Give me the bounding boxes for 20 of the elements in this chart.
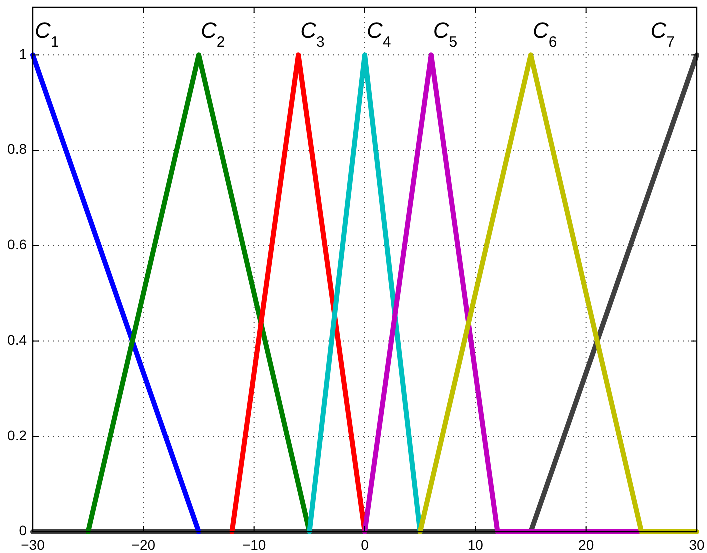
series-label: C$_{1}$: [35, 18, 60, 51]
y-tick-label: 0.2: [8, 427, 28, 444]
series-label: C$_{2}$: [201, 18, 226, 51]
x-tick-label: 20: [578, 537, 594, 553]
x-tick-label: −30: [21, 537, 46, 553]
series-label: C$_{4}$: [367, 18, 392, 51]
y-tick-label: 1: [19, 46, 28, 62]
y-tick-label: 0.4: [8, 332, 28, 348]
series-label: C$_{5}$: [433, 18, 458, 51]
y-tick-label: 0: [19, 522, 28, 539]
series-label: C$_{3}$: [300, 18, 325, 51]
x-tick-label: −10: [242, 537, 266, 553]
x-tick-label: −20: [132, 537, 156, 553]
series-label: C$_{7}$: [650, 18, 675, 51]
x-tick-label: 30: [689, 537, 705, 553]
x-tick-label: 0: [361, 537, 370, 553]
y-tick-label: 0.6: [8, 236, 28, 253]
x-tick-label: 10: [468, 537, 484, 553]
series-label: C$_{6}$: [533, 18, 558, 51]
y-tick-label: 0.8: [8, 141, 28, 158]
